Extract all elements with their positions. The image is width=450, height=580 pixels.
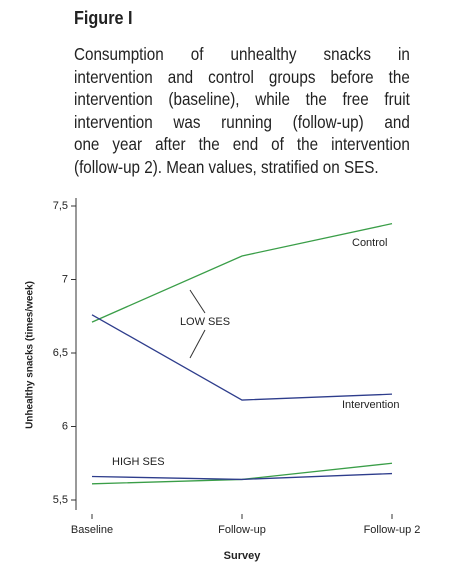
- annotation: Intervention: [342, 399, 399, 411]
- caption-line: one year after the end of the interventi…: [74, 134, 410, 154]
- y-tick-label: 7,5: [53, 200, 68, 212]
- caption-line: intervention and control groups before t…: [74, 66, 410, 87]
- x-tick-label: Follow-up 2: [364, 524, 421, 536]
- caption: Consumption of unhealthy snacks in inter…: [74, 43, 410, 178]
- caption-line: intervention was running (follow-up) and: [74, 111, 410, 132]
- annotation: HIGH SES: [112, 456, 165, 468]
- annotation-pointer: [189, 329, 206, 359]
- x-tick-label: Follow-up: [218, 524, 266, 536]
- series-line: [91, 314, 393, 401]
- y-tick-label: 6: [62, 420, 68, 432]
- caption-line: (follow-up 2). Mean values, stratified o…: [74, 156, 379, 177]
- figure-label: Figure I: [74, 8, 133, 28]
- y-axis-label: Unhealthy snacks (times/week): [25, 281, 36, 429]
- caption-line: intervention (baseline), while the free …: [74, 89, 410, 109]
- annotation: Control: [352, 237, 387, 249]
- x-tick-label: Baseline: [71, 524, 113, 536]
- annotation: LOW SES: [180, 316, 230, 328]
- series-line: [91, 472, 393, 481]
- caption-line: Consumption of unhealthy snacks in: [74, 44, 410, 64]
- series-line: [91, 223, 393, 323]
- y-tick-label: 7: [62, 273, 68, 285]
- y-tick-label: 6,5: [53, 347, 68, 359]
- y-tick-label: 5,5: [53, 494, 68, 506]
- x-axis-label: Survey: [224, 550, 262, 562]
- annotation-pointer: [189, 289, 206, 314]
